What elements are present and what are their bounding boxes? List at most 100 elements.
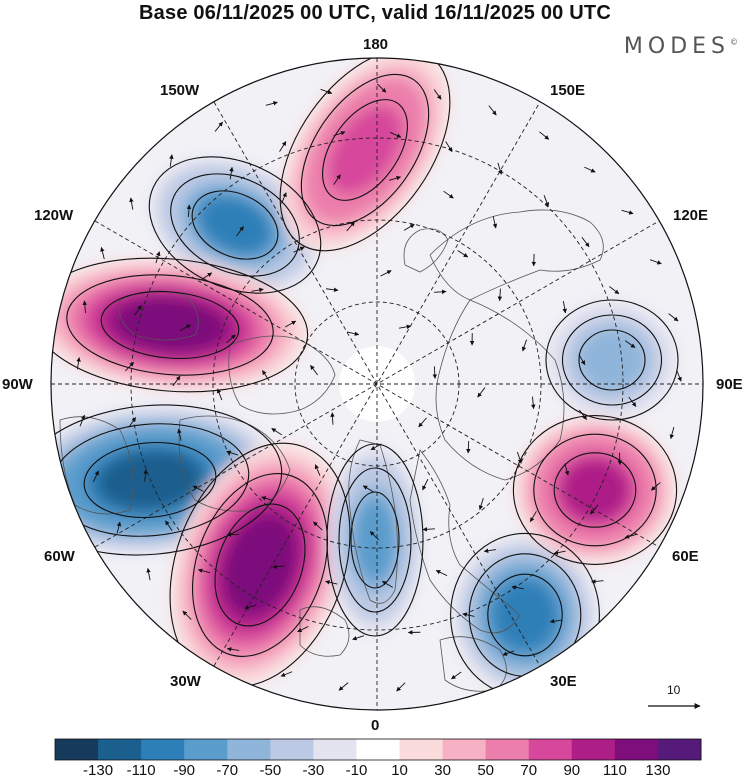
anomaly-high-western-siberia-level-5 bbox=[561, 459, 629, 521]
colorbar-tick-label: -30 bbox=[302, 762, 325, 779]
coastline-chukotka bbox=[403, 228, 449, 273]
wind-arrow bbox=[165, 520, 173, 531]
streamline-low-greenland-3 bbox=[326, 443, 424, 637]
colorbar-tick-label: 30 bbox=[434, 762, 451, 779]
wind-arrow bbox=[591, 579, 604, 584]
wind-arrow bbox=[543, 195, 550, 207]
wind-arrow bbox=[530, 396, 536, 410]
colorbar-swatch bbox=[356, 739, 401, 760]
colorbar-swatch bbox=[313, 739, 357, 760]
wind-arrow bbox=[236, 226, 244, 237]
wind-arrow bbox=[621, 209, 634, 215]
wind-arrow bbox=[79, 414, 86, 427]
wind-arrow bbox=[669, 426, 675, 440]
wind-arrow bbox=[511, 585, 524, 590]
colorbar-swatch bbox=[270, 739, 314, 760]
wind-arrow bbox=[578, 354, 586, 366]
wind-arrow bbox=[396, 682, 406, 692]
wind-arrow bbox=[261, 496, 274, 501]
wind-arrow bbox=[451, 671, 462, 680]
latitude-circle-inner bbox=[294, 301, 460, 467]
wind-arrow bbox=[477, 387, 486, 398]
colorbar-swatch bbox=[442, 739, 487, 760]
streamline-low-aleutian-west-1 bbox=[191, 190, 279, 260]
wind-arrow bbox=[226, 532, 240, 538]
wind-arrow bbox=[179, 324, 191, 332]
colorbar-swatch bbox=[184, 739, 228, 760]
wind-arrow bbox=[381, 580, 393, 588]
wind-arrow bbox=[297, 626, 309, 633]
colorbar-tick-label: 90 bbox=[563, 762, 581, 779]
wind-arrow bbox=[146, 567, 151, 581]
streamline-low-greenland-1 bbox=[350, 491, 400, 589]
streamline-high-western-siberia-1 bbox=[553, 452, 637, 528]
wind-arrow bbox=[676, 369, 682, 382]
modes-brand-logo: MODES© bbox=[624, 34, 738, 59]
wind-arrow bbox=[403, 223, 415, 231]
colorbar-tick-label: 50 bbox=[477, 762, 494, 779]
wind-arrow bbox=[326, 287, 339, 292]
wind-arrow bbox=[271, 428, 282, 436]
wind-arrow bbox=[330, 412, 335, 425]
streamline-low-central-siberia-3 bbox=[545, 299, 679, 421]
brand-text: MODES bbox=[623, 34, 730, 59]
wind-arrow bbox=[325, 580, 338, 585]
wind-arrow bbox=[624, 340, 636, 348]
wind-arrow bbox=[380, 270, 392, 277]
wind-arrow bbox=[445, 141, 453, 153]
colorbar-swatch bbox=[227, 739, 271, 760]
colorbar-tick-label: 110 bbox=[602, 762, 627, 779]
colorbar-tick-label: -50 bbox=[259, 762, 282, 779]
wind-arrow bbox=[177, 428, 182, 441]
wind-arrow bbox=[609, 286, 620, 295]
anomaly-low-europe-level-4 bbox=[492, 579, 558, 651]
wind-arrow bbox=[100, 246, 105, 260]
wind-arrow bbox=[182, 610, 192, 620]
wind-arrow bbox=[418, 417, 427, 428]
wind-arrow bbox=[581, 236, 590, 248]
wind-arrow bbox=[478, 498, 484, 511]
wind-arrow bbox=[388, 175, 402, 181]
colorbar-swatch bbox=[657, 739, 702, 760]
wind-arrow bbox=[226, 450, 239, 456]
wind-arrow bbox=[310, 365, 319, 376]
wind-arrow bbox=[272, 564, 285, 569]
lon-label-150e: 150E bbox=[550, 82, 586, 99]
wind-arrow bbox=[125, 361, 134, 372]
wind-arrow bbox=[280, 671, 293, 677]
wind-arrow bbox=[201, 272, 213, 280]
streamline-high-north-atlantic-2 bbox=[192, 473, 328, 657]
wind-arrow bbox=[285, 320, 297, 328]
colorbar-swatch bbox=[98, 739, 142, 760]
wind-arrow bbox=[435, 570, 448, 577]
wind-arrow bbox=[279, 141, 287, 152]
streamline-high-north-pacific-1 bbox=[100, 291, 240, 359]
wind-arrow bbox=[521, 339, 528, 352]
streamline-high-bering-2 bbox=[300, 73, 430, 227]
wind-arrow bbox=[134, 305, 142, 316]
streamline-low-aleutian-west-2 bbox=[170, 173, 300, 277]
coastline-iceland bbox=[299, 606, 350, 657]
lon-label-120w: 120W bbox=[34, 207, 74, 224]
wind-arrow bbox=[497, 288, 503, 302]
wind-arrow bbox=[281, 192, 287, 204]
anomaly-high-north-pacific-level-5 bbox=[113, 297, 227, 353]
lon-label-120e: 120E bbox=[673, 207, 709, 224]
wind-arrow bbox=[186, 204, 192, 217]
wind-arrow bbox=[265, 101, 278, 106]
wind-arrow bbox=[216, 388, 223, 401]
colorbar-swatch bbox=[485, 739, 530, 760]
colorbar-tick-label: 130 bbox=[645, 762, 671, 779]
anomaly-low-greenland-level-4 bbox=[354, 498, 396, 582]
wind-arrow bbox=[628, 396, 637, 407]
wind-arrow bbox=[155, 251, 161, 264]
wind-arrow bbox=[578, 409, 587, 420]
wind-arrow bbox=[333, 131, 346, 137]
wind-arrow bbox=[553, 550, 566, 555]
wind-streamlines bbox=[51, 58, 682, 698]
colorbar-frame bbox=[54, 738, 702, 761]
colorbar-swatch bbox=[55, 739, 99, 760]
wind-arrow bbox=[226, 334, 236, 344]
wind-arrow bbox=[346, 221, 355, 232]
lon-label-0: 0 bbox=[371, 717, 380, 734]
